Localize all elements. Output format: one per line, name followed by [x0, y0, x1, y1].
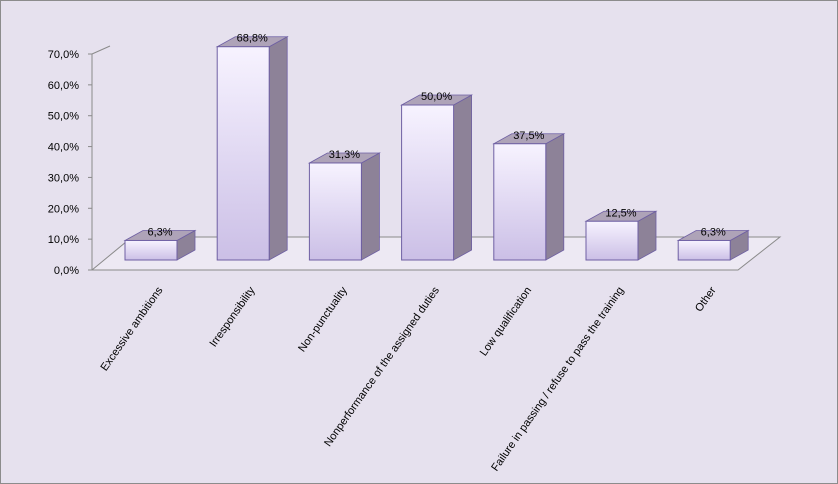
bar-front [216, 46, 270, 261]
bar [492, 133, 566, 261]
category-label: Irresponsibility [207, 284, 257, 349]
category-label: Low qualification [478, 285, 534, 359]
y-tick-label: 30,0% [48, 172, 79, 184]
y-tick-label: 0,0% [54, 265, 79, 277]
bar-side [453, 94, 473, 261]
axes: 0,0% 10,0% 20,0% 30,0% 40,0% 50,0% 60,0% 70,0% [48, 45, 111, 277]
y-tick-label: 40,0% [48, 142, 79, 154]
bar [584, 210, 658, 261]
y-tick-label: 60,0% [48, 80, 79, 92]
category-label: Nonperformance of the assigned duties [322, 284, 442, 449]
bar-front [401, 104, 455, 261]
data-label: 37,5% [513, 130, 544, 142]
y-tick-label: 70,0% [48, 49, 79, 61]
bars [123, 36, 750, 261]
bar [123, 229, 197, 261]
bar [215, 36, 289, 261]
bar-front [124, 239, 178, 261]
bar-front [585, 220, 639, 261]
bar-side [545, 133, 565, 261]
data-label: 6,3% [147, 226, 172, 238]
y-tick-label: 20,0% [48, 203, 79, 215]
bar-front [308, 162, 362, 261]
bar [676, 229, 750, 261]
data-label: 31,3% [329, 149, 360, 161]
data-label: 12,5% [605, 207, 636, 219]
y-tick-label: 50,0% [48, 111, 79, 123]
category-label: Other [693, 285, 719, 315]
bar [307, 152, 381, 261]
y-axis-top-edge [91, 45, 111, 55]
bar [400, 94, 474, 261]
bar-front [677, 239, 731, 261]
category-label: Non-punctuality [296, 284, 350, 354]
bar-side [360, 152, 380, 261]
data-label: 6,3% [701, 226, 726, 238]
bar-side [268, 36, 288, 261]
data-label: 50,0% [421, 91, 452, 103]
y-tick-label: 10,0% [48, 234, 79, 246]
bar-front [493, 143, 547, 261]
data-label: 68,8% [237, 33, 268, 45]
category-label: Excessive ambitions [98, 284, 165, 373]
